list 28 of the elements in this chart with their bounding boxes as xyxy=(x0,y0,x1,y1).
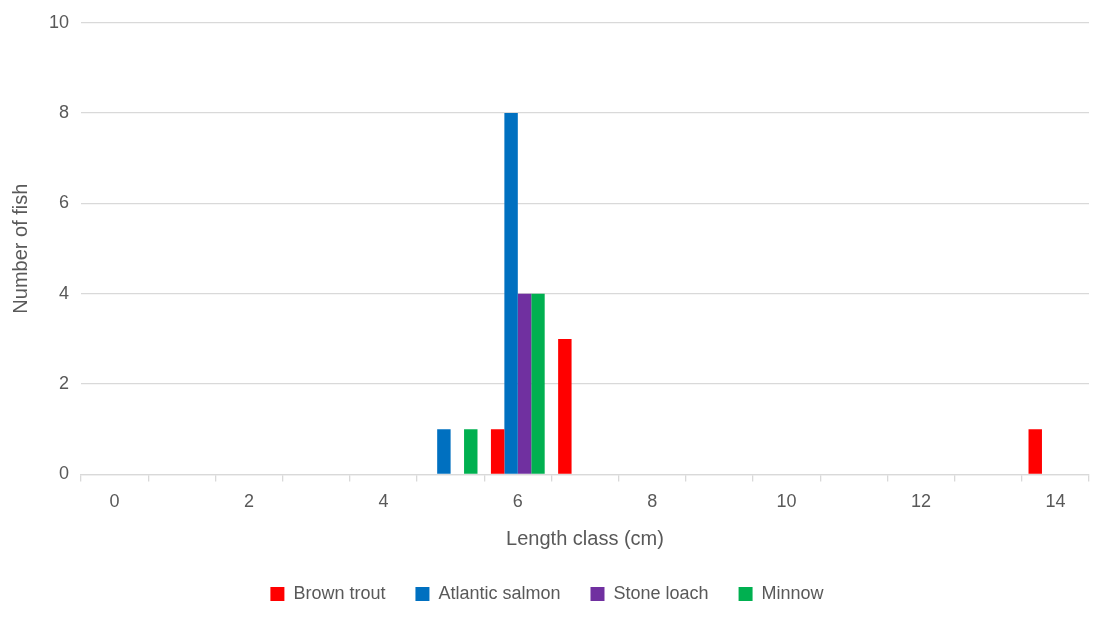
bar xyxy=(517,293,532,474)
y-tick-label: 4 xyxy=(59,282,70,303)
y-tick-label: 2 xyxy=(59,373,70,394)
y-tick-label: 0 xyxy=(59,463,70,484)
x-tick-label: 8 xyxy=(647,491,658,512)
bar xyxy=(558,338,572,474)
x-tick-label: 14 xyxy=(1045,491,1066,512)
legend-label: Atlantic salmon xyxy=(438,582,561,603)
legend-label: Stone loach xyxy=(613,582,709,603)
x-tick-label: 4 xyxy=(378,491,389,512)
y-tick-label: 10 xyxy=(48,11,70,32)
legend-label: Brown trout xyxy=(293,582,386,603)
y-tick-label: 8 xyxy=(59,102,70,123)
bar xyxy=(531,293,545,474)
bar xyxy=(1028,429,1042,474)
x-axis-title: Length class (cm) xyxy=(506,526,664,549)
y-tick-label: 6 xyxy=(59,192,70,213)
x-tick-label: 12 xyxy=(910,491,932,512)
x-tick-label: 2 xyxy=(244,491,255,512)
x-tick-label: 6 xyxy=(512,491,523,512)
bar xyxy=(464,429,478,474)
legend-label: Minnow xyxy=(761,582,825,603)
y-axis-title: Number of fish xyxy=(8,183,31,314)
bar xyxy=(437,429,451,474)
bar xyxy=(490,429,505,474)
x-tick-label: 10 xyxy=(776,491,797,512)
bar xyxy=(504,113,518,474)
x-tick-label: 0 xyxy=(109,491,120,512)
